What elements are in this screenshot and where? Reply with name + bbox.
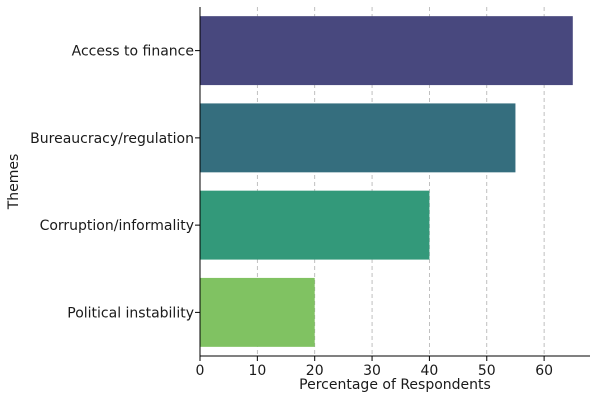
x-tick-label: 10 <box>248 363 266 379</box>
y-tick-label: Corruption/informality <box>40 218 194 234</box>
bar-layer <box>200 16 573 347</box>
y-axis-title: Themes <box>6 154 22 211</box>
x-tick-label: 30 <box>363 363 381 379</box>
x-tick-label: 0 <box>196 363 205 379</box>
y-tick-label: Access to finance <box>72 44 194 60</box>
bar-0 <box>200 16 573 86</box>
bar-2 <box>200 190 430 260</box>
x-tick-label: 40 <box>420 363 438 379</box>
x-tick-label: 20 <box>306 363 324 379</box>
bar-3 <box>200 277 315 347</box>
x-tick-label: 50 <box>478 363 496 379</box>
x-tick-label: 60 <box>535 363 553 379</box>
x-axis-title: Percentage of Respondents <box>299 377 491 393</box>
y-tick-label: Political instability <box>67 305 194 321</box>
axis-layer: Access to finance Bureaucracy/regulation C… <box>30 7 590 379</box>
bar-1 <box>200 103 516 173</box>
y-tick-label: Bureaucracy/regulation <box>30 131 194 147</box>
